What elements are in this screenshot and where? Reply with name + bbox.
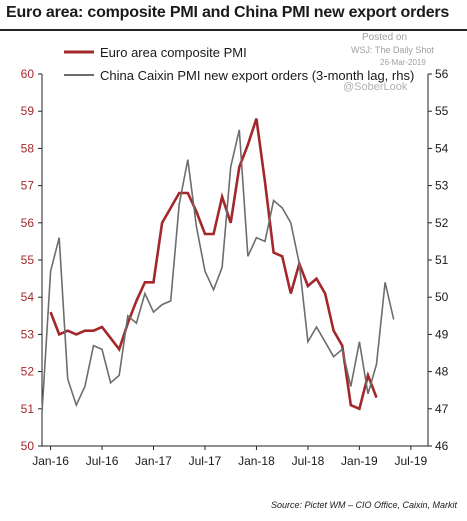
watermark-posted-on: Posted on (362, 32, 408, 43)
left-axis-tick-label: 50 (21, 439, 35, 453)
title-divider (0, 29, 467, 31)
right-axis-tick-label: 49 (435, 327, 449, 341)
left-axis-tick-label: 60 (21, 67, 35, 81)
left-axis-tick-label: 57 (21, 179, 35, 193)
left-axis-tick-label: 59 (21, 104, 35, 118)
left-axis-tick-label: 54 (21, 290, 35, 304)
watermark-handle: @SoberLook (343, 81, 408, 93)
x-axis-tick-label: Jul-17 (189, 454, 222, 468)
left-axis-tick-label: 53 (21, 327, 35, 341)
chart-title: Euro area: composite PMI and China PMI n… (6, 4, 450, 21)
watermark-date: 26-Mar-2019 (380, 58, 426, 67)
left-axis-tick-label: 55 (21, 253, 35, 267)
right-axis-tick-label: 47 (435, 402, 449, 416)
left-axis-tick-label: 52 (21, 365, 35, 379)
china-export-orders-line (41, 129, 395, 413)
right-axis-tick-label: 46 (435, 439, 449, 453)
legend-layer (64, 50, 94, 76)
right-axis-tick-label: 54 (435, 141, 449, 155)
x-axis-tick-label: Jul-16 (86, 454, 119, 468)
legend-label-euro: Euro area composite PMI (100, 45, 247, 60)
x-axis-tick-label: Jan-17 (135, 454, 172, 468)
axes-layer: 50 51 52 53 54 55 56 57 58 59 60 46 47 48 49 50 51 52 53 54… (21, 67, 449, 468)
right-axis-tick-label: 52 (435, 216, 449, 230)
euro-pmi-line (49, 118, 378, 411)
x-axis-tick-label: Jan-19 (341, 454, 378, 468)
source-note: Source: Pictet WM – CIO Office, Caixin, … (270, 500, 457, 510)
x-axis-tick-label: Jan-16 (32, 454, 69, 468)
left-axis-tick-label: 51 (21, 402, 35, 416)
right-axis-tick-label: 56 (435, 67, 449, 81)
legend-label-china: China Caixin PMI new export orders (3-mo… (100, 68, 415, 83)
x-axis-tick-label: Jan-18 (238, 454, 275, 468)
right-axis-tick-label: 48 (435, 365, 449, 379)
left-axis-tick-label: 56 (21, 216, 35, 230)
right-axis-tick-label: 55 (435, 104, 449, 118)
series-layer (41, 118, 395, 413)
x-axis-tick-label: Jul-19 (395, 454, 428, 468)
right-axis-tick-label: 50 (435, 290, 449, 304)
watermark-publisher: WSJ: The Daily Shot (351, 45, 434, 55)
right-axis-tick-label: 51 (435, 253, 449, 267)
right-axis-tick-label: 53 (435, 179, 449, 193)
x-axis-tick-label: Jul-18 (292, 454, 325, 468)
left-axis-tick-label: 58 (21, 141, 35, 155)
